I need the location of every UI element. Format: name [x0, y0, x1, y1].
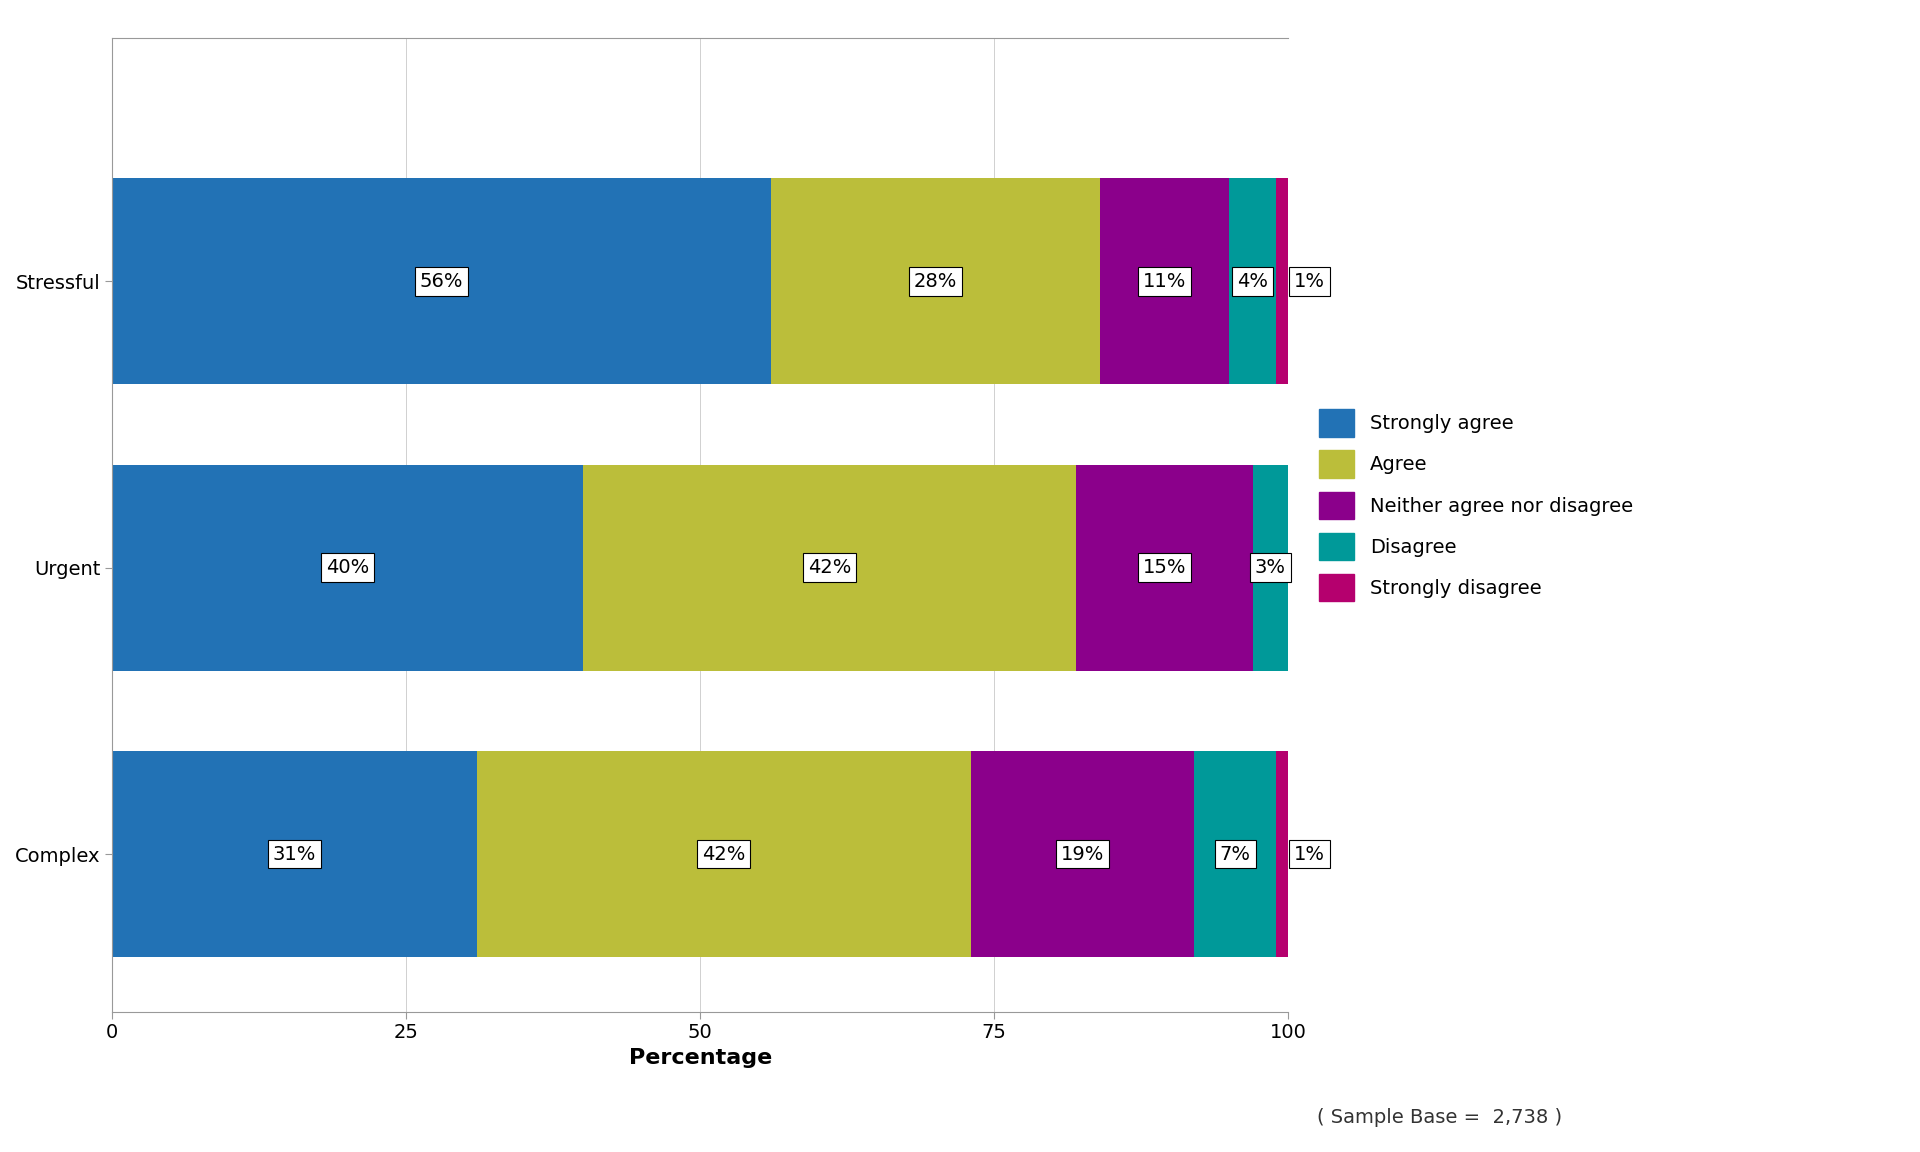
Text: 1%: 1%: [1294, 272, 1325, 291]
Bar: [111, 179, 770, 385]
Text: 1%: 1%: [1294, 844, 1325, 864]
Text: 40%: 40%: [326, 559, 369, 577]
Bar: [582, 464, 1077, 670]
Bar: [770, 179, 1100, 385]
Text: 28%: 28%: [914, 272, 956, 291]
Bar: [1229, 179, 1277, 385]
Text: 11%: 11%: [1142, 272, 1187, 291]
Bar: [1252, 464, 1288, 670]
Bar: [111, 464, 582, 670]
Bar: [111, 751, 476, 957]
Text: ( Sample Base =  2,738 ): ( Sample Base = 2,738 ): [1317, 1108, 1563, 1127]
Text: 42%: 42%: [808, 559, 851, 577]
Legend: Strongly agree, Agree, Neither agree nor disagree, Disagree, Strongly disagree: Strongly agree, Agree, Neither agree nor…: [1309, 400, 1644, 611]
Text: 56%: 56%: [420, 272, 463, 291]
Text: 31%: 31%: [273, 844, 317, 864]
Text: 4%: 4%: [1236, 272, 1269, 291]
Bar: [1077, 464, 1252, 670]
Text: 3%: 3%: [1256, 559, 1286, 577]
Text: 15%: 15%: [1142, 559, 1187, 577]
Text: 19%: 19%: [1060, 844, 1104, 864]
Text: 42%: 42%: [703, 844, 745, 864]
Bar: [1277, 751, 1288, 957]
Bar: [1194, 751, 1277, 957]
Bar: [1277, 179, 1288, 385]
Text: 7%: 7%: [1219, 844, 1250, 864]
X-axis label: Percentage: Percentage: [628, 1048, 772, 1068]
Bar: [1100, 179, 1229, 385]
Bar: [476, 751, 972, 957]
Bar: [972, 751, 1194, 957]
